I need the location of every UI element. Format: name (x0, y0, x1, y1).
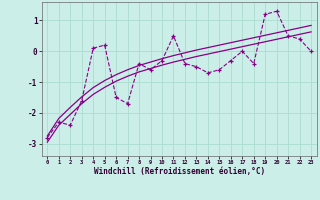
X-axis label: Windchill (Refroidissement éolien,°C): Windchill (Refroidissement éolien,°C) (94, 167, 265, 176)
